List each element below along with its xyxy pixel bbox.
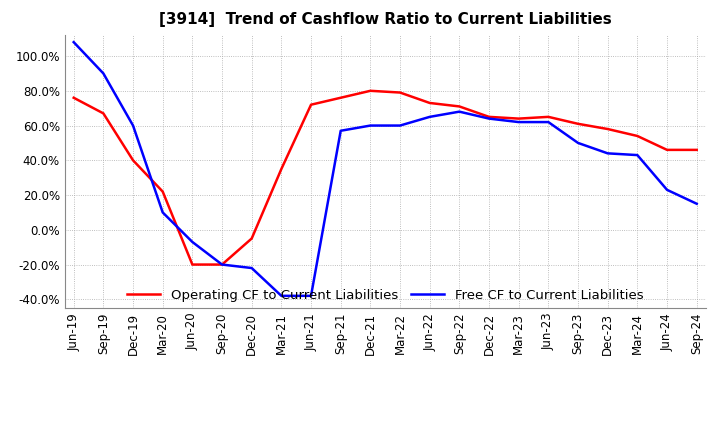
Free CF to Current Liabilities xyxy=(248,265,256,271)
Operating CF to Current Liabilities xyxy=(307,102,315,107)
Operating CF to Current Liabilities xyxy=(396,90,405,95)
Free CF to Current Liabilities xyxy=(69,40,78,45)
Operating CF to Current Liabilities xyxy=(426,100,434,106)
Free CF to Current Liabilities xyxy=(99,71,108,76)
Operating CF to Current Liabilities xyxy=(633,133,642,139)
Operating CF to Current Liabilities xyxy=(129,158,138,163)
Free CF to Current Liabilities xyxy=(426,114,434,120)
Free CF to Current Liabilities xyxy=(514,119,523,125)
Operating CF to Current Liabilities xyxy=(544,114,553,120)
Operating CF to Current Liabilities xyxy=(158,189,167,194)
Operating CF to Current Liabilities xyxy=(485,114,493,120)
Free CF to Current Liabilities xyxy=(158,210,167,215)
Free CF to Current Liabilities xyxy=(217,262,226,267)
Free CF to Current Liabilities xyxy=(129,123,138,128)
Operating CF to Current Liabilities xyxy=(603,126,612,132)
Operating CF to Current Liabilities xyxy=(366,88,374,93)
Operating CF to Current Liabilities xyxy=(69,95,78,100)
Operating CF to Current Liabilities xyxy=(277,166,286,172)
Free CF to Current Liabilities xyxy=(693,201,701,206)
Free CF to Current Liabilities xyxy=(574,140,582,146)
Free CF to Current Liabilities xyxy=(544,119,553,125)
Operating CF to Current Liabilities xyxy=(514,116,523,121)
Operating CF to Current Liabilities xyxy=(217,262,226,267)
Operating CF to Current Liabilities xyxy=(188,262,197,267)
Free CF to Current Liabilities xyxy=(307,293,315,298)
Free CF to Current Liabilities xyxy=(396,123,405,128)
Free CF to Current Liabilities xyxy=(277,293,286,298)
Operating CF to Current Liabilities xyxy=(99,111,108,116)
Operating CF to Current Liabilities xyxy=(574,121,582,126)
Free CF to Current Liabilities xyxy=(188,239,197,245)
Line: Free CF to Current Liabilities: Free CF to Current Liabilities xyxy=(73,42,697,296)
Free CF to Current Liabilities xyxy=(633,152,642,158)
Operating CF to Current Liabilities xyxy=(693,147,701,153)
Operating CF to Current Liabilities xyxy=(662,147,671,153)
Free CF to Current Liabilities xyxy=(485,116,493,121)
Operating CF to Current Liabilities xyxy=(336,95,345,100)
Line: Operating CF to Current Liabilities: Operating CF to Current Liabilities xyxy=(73,91,697,264)
Free CF to Current Liabilities xyxy=(662,187,671,192)
Title: [3914]  Trend of Cashflow Ratio to Current Liabilities: [3914] Trend of Cashflow Ratio to Curren… xyxy=(159,12,611,27)
Legend: Operating CF to Current Liabilities, Free CF to Current Liabilities: Operating CF to Current Liabilities, Fre… xyxy=(122,283,649,307)
Operating CF to Current Liabilities xyxy=(248,236,256,241)
Free CF to Current Liabilities xyxy=(603,151,612,156)
Free CF to Current Liabilities xyxy=(455,109,464,114)
Free CF to Current Liabilities xyxy=(336,128,345,133)
Operating CF to Current Liabilities xyxy=(455,104,464,109)
Free CF to Current Liabilities xyxy=(366,123,374,128)
